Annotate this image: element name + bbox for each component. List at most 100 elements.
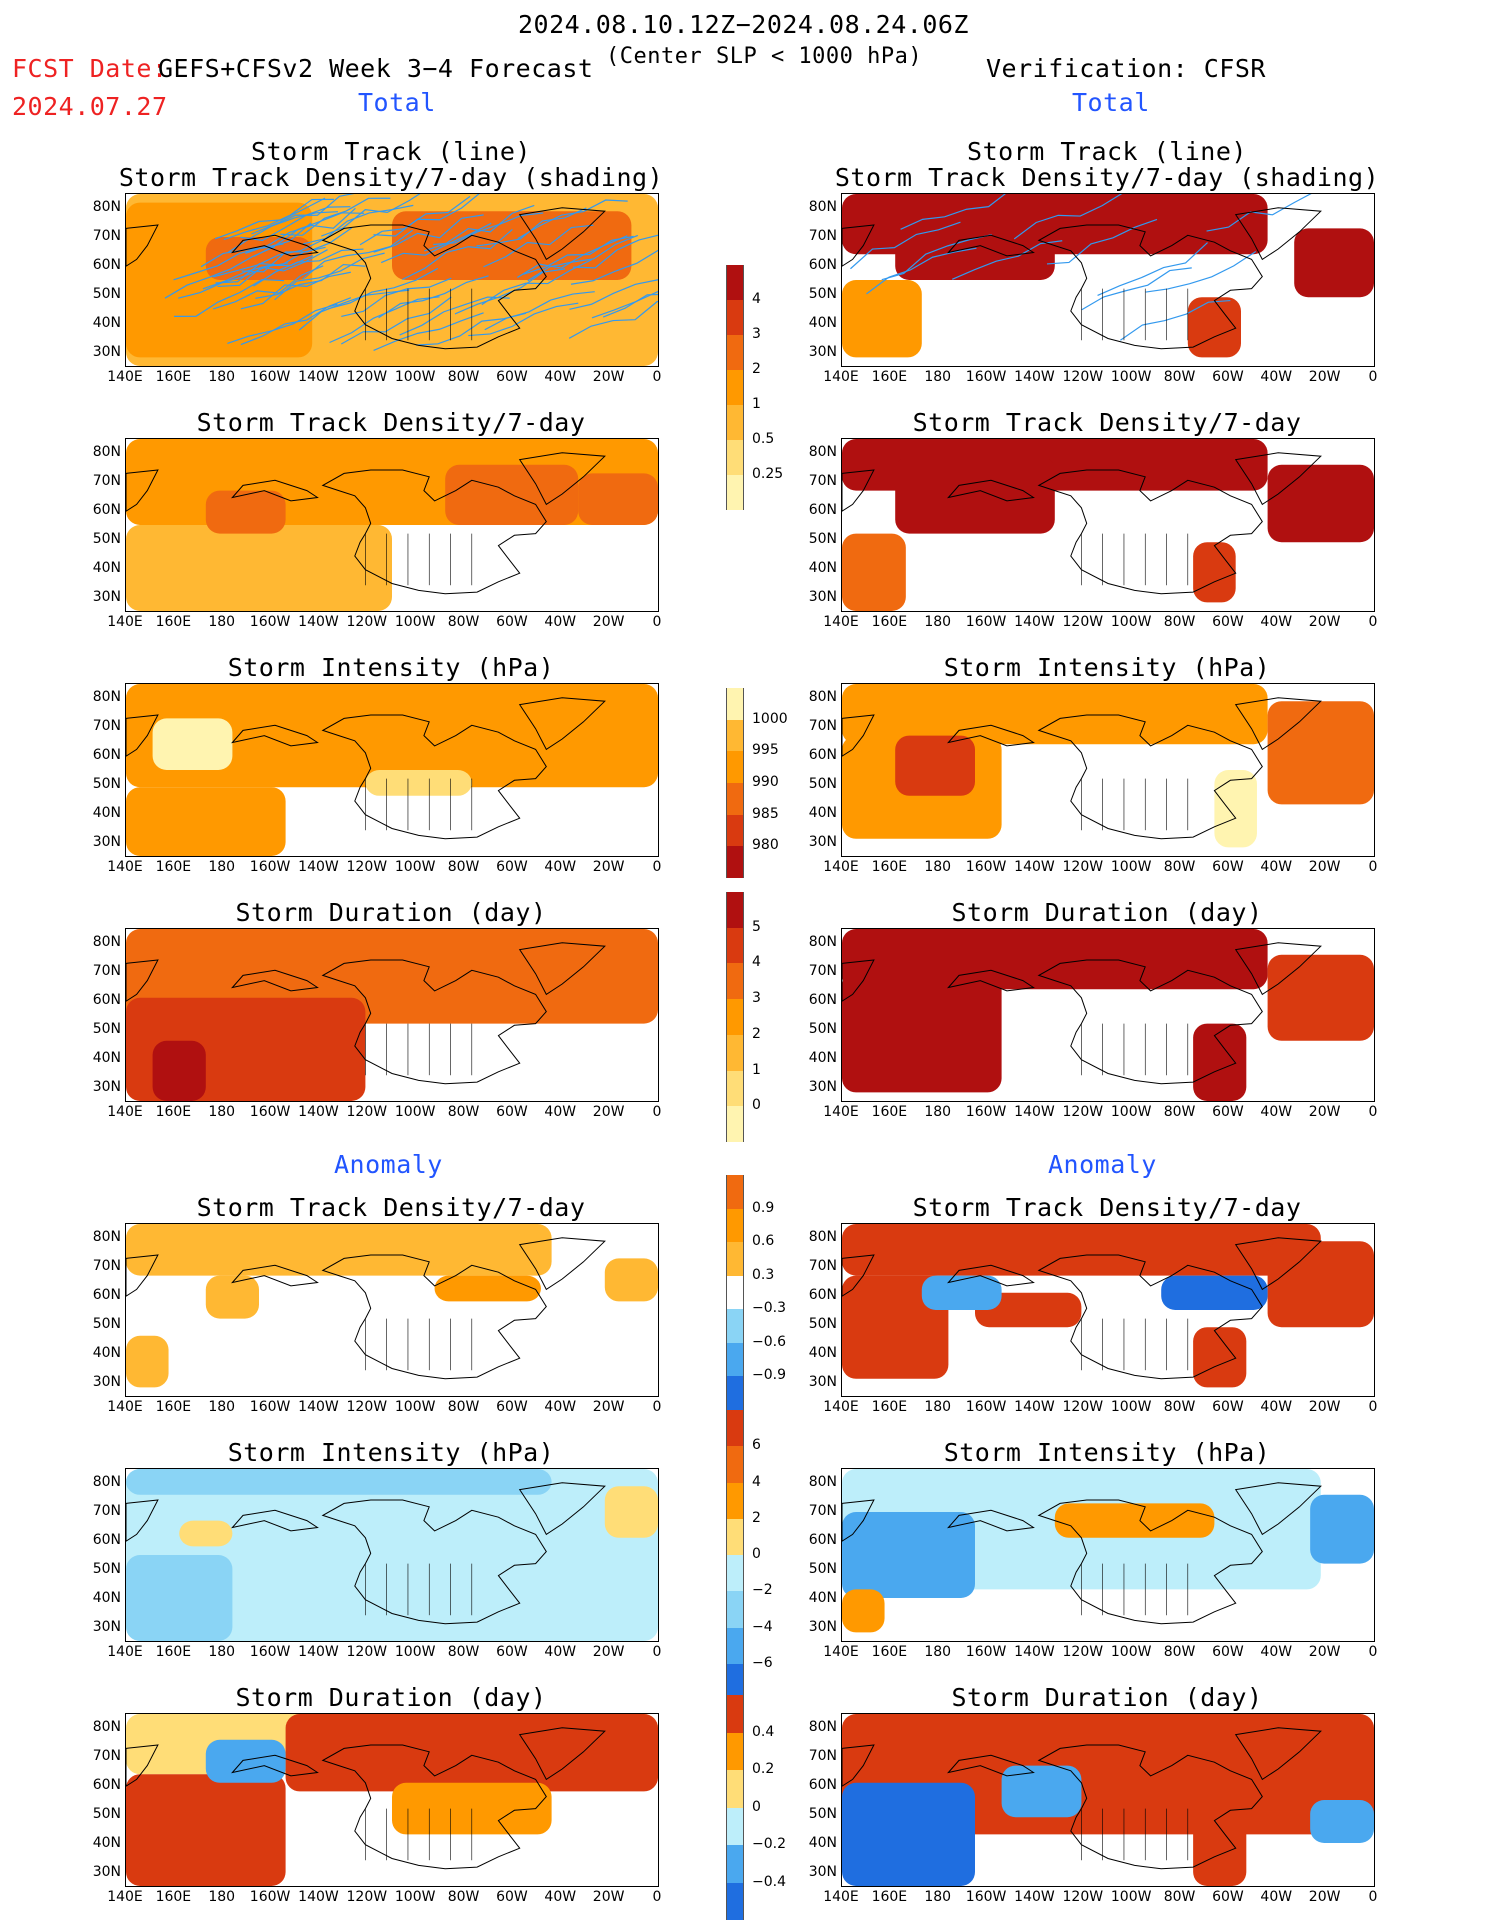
lat-label: 80N (797, 689, 837, 705)
lon-label: 20W (1300, 614, 1350, 630)
lat-label: 60N (81, 747, 121, 763)
colorbar-label: 0.3 (752, 1267, 774, 1283)
lat-label: 40N (797, 805, 837, 821)
lat-label: 60N (81, 257, 121, 273)
lat-label: 30N (81, 1079, 121, 1095)
lon-label: 20W (1300, 1644, 1350, 1660)
lon-label: 80W (439, 1644, 489, 1660)
lon-label: 160E (148, 369, 198, 385)
lon-label: 160E (864, 1889, 914, 1905)
lat-label: 80N (797, 1474, 837, 1490)
colorbar-segment (726, 1071, 744, 1107)
shaded-region (153, 718, 233, 770)
lon-label: 160E (864, 614, 914, 630)
shaded-region (153, 1041, 206, 1101)
lat-label: 40N (797, 560, 837, 576)
lon-label: 180 (913, 1104, 963, 1120)
lon-label: 80W (1155, 1399, 1205, 1415)
lon-label: 120W (342, 1889, 392, 1905)
lon-label: 120W (1058, 614, 1108, 630)
lon-label: 160E (148, 1644, 198, 1660)
shaded-region (842, 534, 906, 611)
lon-label: 140E (100, 1104, 150, 1120)
lon-label: 40W (1251, 369, 1301, 385)
lon-label: 60W (1203, 614, 1253, 630)
lon-label: 140E (816, 369, 866, 385)
lon-label: 120W (1058, 1104, 1108, 1120)
shaded-region (1294, 228, 1374, 297)
shaded-region (179, 1521, 232, 1547)
colorbar-label: 1000 (752, 711, 788, 727)
colorbar-segment (726, 1519, 744, 1555)
storm-track-line (1082, 268, 1192, 310)
lon-label: 0 (632, 1104, 682, 1120)
lon-label: 60W (487, 1889, 537, 1905)
lon-label: 80W (439, 1104, 489, 1120)
colorbar-label: −2 (752, 1582, 773, 1598)
model-label: GEFS+CFSv2 Week 3−4 Forecast (158, 54, 593, 83)
lat-label: 80N (81, 1719, 121, 1735)
colorbar-segment (726, 405, 744, 440)
lat-label: 70N (797, 1503, 837, 1519)
colorbar-segment (726, 1628, 744, 1664)
shaded-region (126, 787, 286, 856)
shaded-region (605, 1486, 658, 1538)
lat-label: 50N (797, 1561, 837, 1577)
lon-label: 140W (1009, 1889, 1059, 1905)
lat-label: 30N (797, 834, 837, 850)
verification-label: Verification: CFSR (986, 54, 1266, 83)
shaded-region (842, 972, 1002, 1092)
lon-label: 20W (1300, 1104, 1350, 1120)
colorbar-label: 0.25 (752, 466, 783, 482)
lat-label: 60N (81, 1777, 121, 1793)
lat-label: 40N (81, 1590, 121, 1606)
lon-label: 40W (1251, 859, 1301, 875)
map-panel (125, 1223, 659, 1397)
lon-label: 120W (342, 1644, 392, 1660)
shaded-region (392, 211, 631, 280)
colorbar-segment (726, 928, 744, 964)
lat-label: 70N (797, 1748, 837, 1764)
panel-title: Storm Duration (day) (801, 1683, 1413, 1712)
lon-label: 0 (1348, 1104, 1398, 1120)
shaded-region (842, 280, 922, 357)
colorbar-density-anom (722, 1175, 746, 1410)
panel-title: Storm Track (line) (801, 137, 1413, 166)
colorbar-label: 6 (752, 1437, 761, 1453)
lon-label: 20W (584, 1399, 634, 1415)
panel-title: Storm Duration (day) (85, 1683, 697, 1712)
panel-title: Storm Track Density/7-day (85, 1193, 697, 1222)
lon-label: 100W (1106, 1399, 1156, 1415)
shaded-region (842, 1224, 1321, 1276)
lon-label: 180 (913, 1399, 963, 1415)
lon-label: 40W (535, 614, 585, 630)
lon-label: 160E (148, 1399, 198, 1415)
lat-label: 70N (81, 1748, 121, 1764)
colorbar-segment (726, 1591, 744, 1627)
colorbar-label: 0.9 (752, 1200, 774, 1216)
lat-label: 30N (797, 1619, 837, 1635)
lat-label: 80N (81, 444, 121, 460)
lon-label: 140E (816, 1889, 866, 1905)
colorbar-segment (726, 370, 744, 405)
shaded-region (126, 1224, 552, 1276)
lon-label: 140W (293, 859, 343, 875)
lon-label: 100W (390, 614, 440, 630)
lon-label: 80W (1155, 1889, 1205, 1905)
map-panel (125, 1713, 659, 1887)
lon-label: 140E (816, 1104, 866, 1120)
panel-title: Storm Duration (day) (85, 898, 697, 927)
colorbar-label: 4 (752, 1474, 761, 1490)
lon-label: 60W (487, 859, 537, 875)
colorbar-segment (726, 688, 744, 720)
colorbar-label: 1 (752, 1062, 761, 1078)
lon-label: 20W (584, 614, 634, 630)
shaded-region (1241, 1740, 1321, 1817)
lon-label: 100W (390, 1889, 440, 1905)
map-panel (841, 1713, 1375, 1887)
lon-label: 60W (1203, 369, 1253, 385)
colorbar-segment (726, 1209, 744, 1243)
colorbar-label: 4 (752, 954, 761, 970)
lat-label: 80N (797, 934, 837, 950)
lon-label: 160W (245, 614, 295, 630)
